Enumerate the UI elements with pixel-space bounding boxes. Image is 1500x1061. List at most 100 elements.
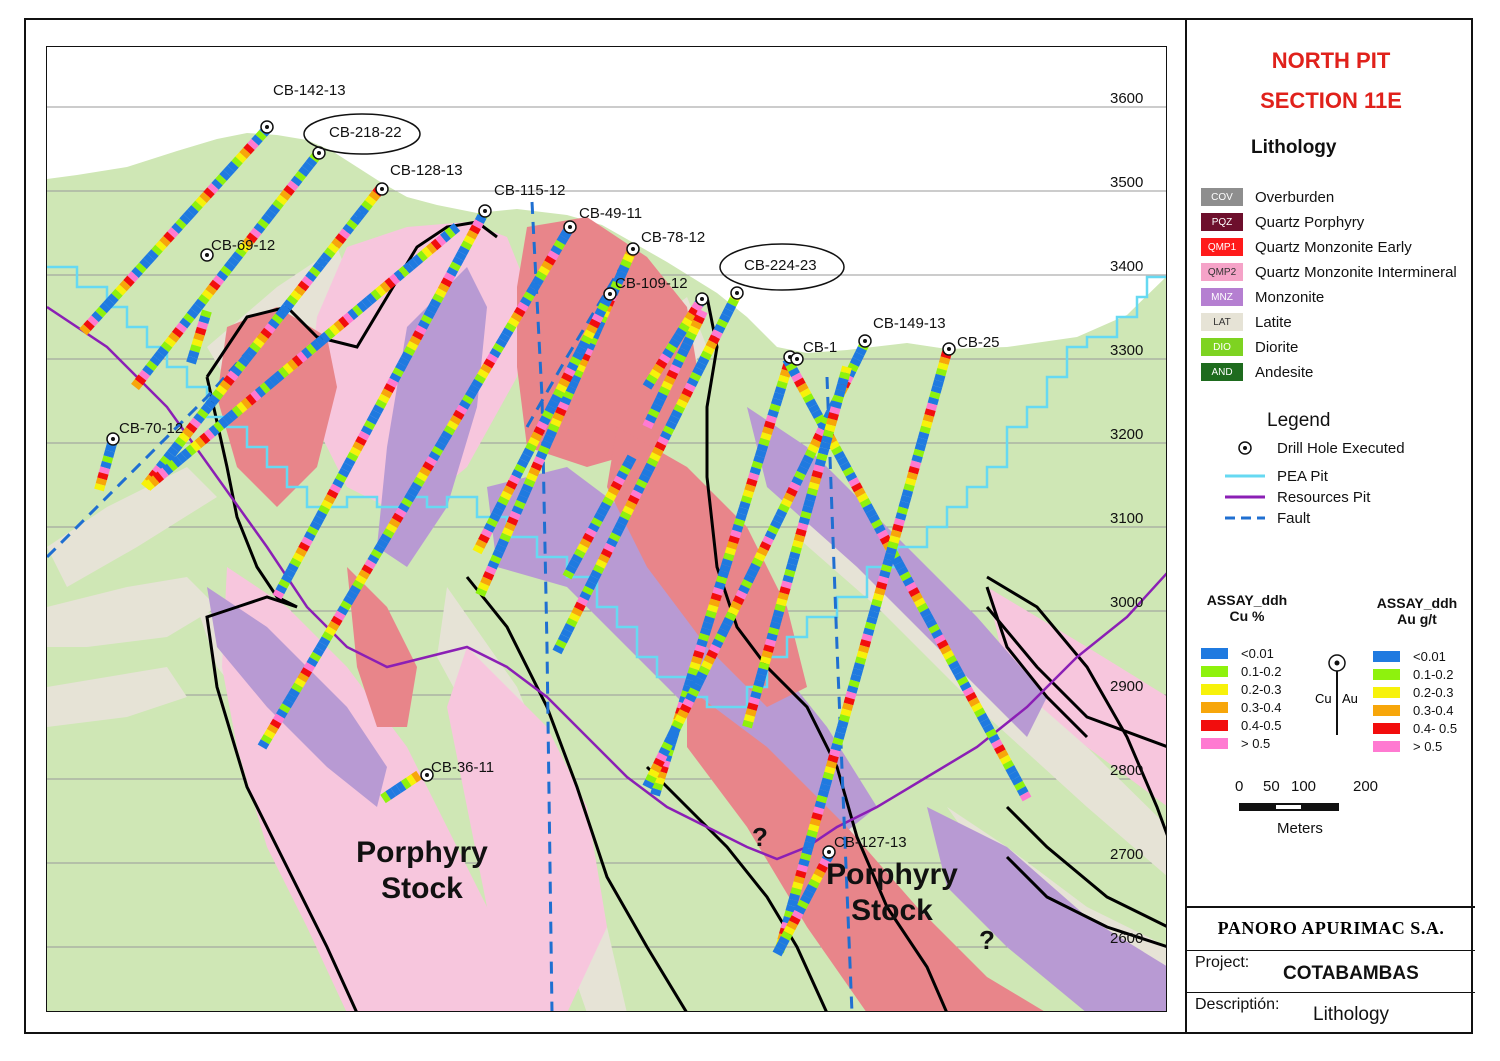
assay-interval [568, 558, 580, 569]
assay-interval [190, 303, 203, 315]
assay-interval [217, 417, 229, 429]
lithology-swatch: QMP2 [1201, 263, 1243, 281]
assay-interval [477, 368, 489, 379]
assay-interval [856, 492, 869, 503]
assay-interval [793, 875, 805, 885]
assay-interval [716, 627, 729, 638]
assay-interval [565, 564, 578, 575]
assay-interval [855, 346, 867, 357]
assay-interval [799, 459, 812, 470]
assay-interval [1002, 759, 1015, 770]
assay-interval [834, 450, 846, 461]
assay-interval [295, 547, 308, 558]
assay-interval [871, 518, 883, 530]
assay-interval [888, 535, 901, 544]
hole-label: CB-70-12 [119, 420, 184, 437]
assay-interval [778, 374, 790, 384]
description-value: Lithology [1313, 1004, 1390, 1025]
assay-interval [599, 501, 611, 512]
sky-area [47, 47, 1166, 353]
assay-interval [772, 391, 785, 401]
assay-interval [185, 422, 198, 434]
assay-interval [698, 632, 710, 642]
assay-interval [795, 869, 807, 879]
assay-interval [305, 156, 318, 168]
assay-interval [700, 660, 713, 671]
assay-interval [817, 789, 830, 798]
assay-interval [1005, 765, 1018, 776]
assay-interval [991, 738, 1003, 750]
assay-interval [643, 462, 656, 473]
assay-interval [235, 246, 247, 258]
assay-interval [309, 651, 322, 663]
assay-interval [859, 639, 872, 648]
assay-interval [511, 505, 524, 515]
assay-interval [514, 499, 526, 510]
assay-interval [443, 272, 456, 283]
assay-interval [700, 350, 712, 361]
assay-interval [934, 373, 946, 383]
assay-interval [91, 310, 103, 323]
assay-interval [297, 280, 310, 292]
assay-interval [788, 551, 801, 560]
assay-interval [859, 498, 872, 509]
assay-interval [346, 451, 359, 462]
assay-interval [588, 318, 601, 329]
assay-interval [730, 600, 742, 611]
assay-interval [425, 456, 438, 467]
assay-interval [147, 249, 159, 261]
assay-interval [919, 608, 932, 619]
assay-interval [521, 483, 533, 493]
assay-interval [166, 459, 178, 472]
assay-legend-item: <0.01 [1373, 649, 1446, 664]
assay-interval [462, 394, 474, 405]
assay-interval [187, 205, 199, 217]
scale-tick: 100 [1291, 778, 1317, 795]
assay-interval [715, 575, 728, 585]
assay-interval [231, 405, 243, 418]
assay-interval [143, 479, 155, 491]
assay-interval [655, 391, 668, 402]
assay-interval [808, 823, 820, 833]
lithology-swatch: AND [1201, 363, 1243, 381]
assay-interval [255, 130, 267, 142]
assay-interval [708, 334, 720, 345]
assay-interval [622, 253, 635, 263]
assay-interval [375, 285, 387, 297]
assay-interval [178, 431, 190, 443]
assay-interval [544, 404, 557, 415]
assay-interval [795, 528, 807, 537]
assay-interval [492, 549, 504, 559]
assay-interval [799, 894, 812, 905]
assay-interval [850, 673, 862, 683]
assay-interval [852, 351, 865, 362]
assay-interval [282, 698, 294, 709]
assay-interval [404, 492, 416, 503]
assay-interval [838, 371, 851, 380]
assay-legend-item: > 0.5 [1373, 739, 1442, 754]
assay-interval [198, 315, 211, 325]
assay-interval [319, 331, 331, 344]
drill-hole-symbol-icon [1321, 650, 1361, 740]
assay-interval [691, 301, 704, 313]
drill-hole-collar-dot [425, 773, 429, 777]
assay-interval [939, 644, 952, 655]
assay-interval [934, 634, 946, 645]
assay-interval [497, 538, 509, 548]
assay-interval [692, 366, 704, 377]
assay-interval [226, 370, 239, 382]
elevation-label: 3400 [1110, 258, 1144, 275]
assay-interval [805, 493, 817, 502]
assay-interval [394, 507, 407, 518]
title-block: PANORO APURIMAC S.A. Project: COTABAMBAS… [1187, 906, 1475, 1036]
assay-interval [568, 612, 581, 623]
assay-interval [836, 456, 849, 467]
assay-interval [170, 441, 183, 453]
assay-interval [866, 616, 878, 625]
assay-interval [526, 472, 538, 483]
assay-interval [772, 946, 785, 957]
assay-interval [663, 375, 676, 385]
assay-interval [315, 510, 327, 521]
assay-interval [119, 280, 131, 292]
assay-interval [776, 597, 788, 607]
